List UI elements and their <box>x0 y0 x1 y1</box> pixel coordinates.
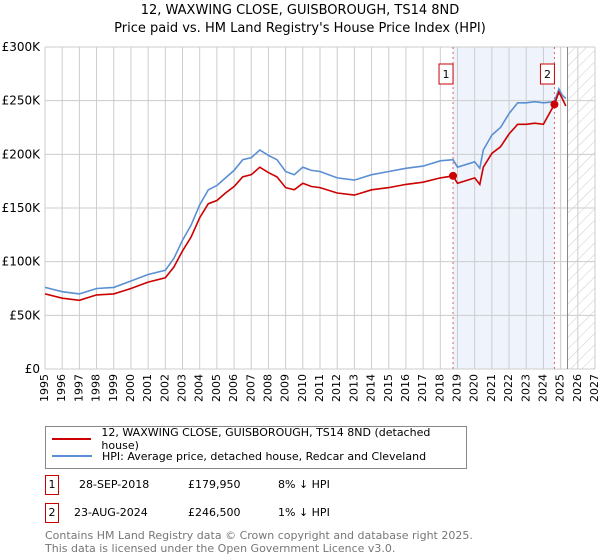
x-tick-label: 2010 <box>296 374 309 402</box>
transaction-hpi: 8% ↓ HPI <box>278 478 330 491</box>
sale-marker-box <box>438 63 454 85</box>
x-tick-label: 2004 <box>193 374 206 402</box>
hpi-line <box>44 86 567 295</box>
sale-point <box>550 100 559 109</box>
transaction-marker: 1 <box>45 475 59 495</box>
y-tick-label: £100K <box>2 255 42 269</box>
x-tick-label: 2017 <box>416 374 429 402</box>
x-tick-label: 2000 <box>124 374 137 402</box>
x-tick-label: 2027 <box>588 374 600 402</box>
x-tick-label: 2021 <box>485 374 498 402</box>
x-tick-label: 2018 <box>433 374 446 402</box>
x-tick-label: 2014 <box>365 374 378 402</box>
chart-title: 12, WAXWING CLOSE, GUISBOROUGH, TS14 8ND <box>140 3 460 18</box>
x-tick-label: 2019 <box>451 374 464 402</box>
sale-marker-label: 1 <box>443 68 450 81</box>
x-tick-label: 2026 <box>571 374 584 402</box>
transaction-date: 28-SEP-2018 <box>79 478 150 491</box>
x-tick-label: 2005 <box>210 374 223 402</box>
footer-copyright: Contains HM Land Registry data © Crown c… <box>45 529 473 542</box>
x-tick-label: 2023 <box>519 374 532 402</box>
x-tick-label: 1999 <box>107 374 120 402</box>
x-tick-label: 1998 <box>90 374 103 402</box>
x-tick-label: 2013 <box>347 374 360 402</box>
x-tick-label: 1996 <box>55 374 68 402</box>
legend-swatch-blue <box>52 455 92 457</box>
chart-subtitle: Price paid vs. HM Land Registry's House … <box>114 21 486 36</box>
sale-marker-box <box>539 63 555 85</box>
x-tick-label: 2011 <box>313 374 326 402</box>
x-tick-label: 2022 <box>502 374 515 402</box>
y-tick-label: £200K <box>2 147 42 161</box>
price-chart: 1 2 1995 1996 1997 1998 1999 2000 2001 2002 2003 20… <box>2 40 600 402</box>
x-tick-label: 2015 <box>382 374 395 402</box>
legend-label: 12, WAXWING CLOSE, GUISBOROUGH, TS14 8ND… <box>101 426 431 452</box>
sale-point <box>449 171 458 180</box>
x-tick-label: 2025 <box>554 374 567 402</box>
footer: Contains HM Land Registry data © Crown c… <box>45 529 473 555</box>
transaction-hpi: 1% ↓ HPI <box>278 506 330 519</box>
transaction-price: £246,500 <box>188 506 241 519</box>
x-tick-label: 1995 <box>38 374 51 402</box>
transaction-row: 1 28-SEP-2018 £179,950 8% ↓ HPI <box>45 475 445 495</box>
transaction-marker: 2 <box>45 503 59 523</box>
transaction-price: £179,950 <box>188 478 241 491</box>
y-tick-label: £150K <box>2 201 42 215</box>
x-tick-label: 2024 <box>536 374 549 402</box>
legend-item-property: 12, WAXWING CLOSE, GUISBOROUGH, TS14 8ND… <box>52 426 466 452</box>
footer-licence: This data is licensed under the Open Gov… <box>45 542 396 555</box>
x-tick-label: 2009 <box>279 374 292 402</box>
y-tick-label: £250K <box>2 94 42 108</box>
x-tick-label: 2003 <box>176 374 189 402</box>
x-tick-label: 2016 <box>399 374 412 402</box>
x-tick-label: 2012 <box>330 374 343 402</box>
x-tick-label: 1997 <box>72 374 85 402</box>
transaction-row: 2 23-AUG-2024 £246,500 1% ↓ HPI <box>45 503 445 523</box>
x-tick-label: 2002 <box>158 374 171 402</box>
legend: 12, WAXWING CLOSE, GUISBOROUGH, TS14 8ND… <box>45 426 467 469</box>
sale-marker-label: 2 <box>544 68 551 81</box>
x-tick-label: 2007 <box>244 374 257 402</box>
x-tick-label: 2001 <box>141 374 154 402</box>
x-tick-label: 2020 <box>468 374 481 402</box>
x-tick-label: 2006 <box>227 374 240 402</box>
price-paid-line <box>44 90 567 302</box>
y-tick-label: £0 <box>25 362 40 376</box>
legend-swatch-red <box>52 438 92 440</box>
y-tick-label: £50K <box>9 308 41 322</box>
x-tick-label: 2008 <box>261 374 274 402</box>
y-tick-label: £300K <box>2 40 42 54</box>
legend-item-hpi: HPI: Average price, detached house, Redc… <box>52 448 426 464</box>
legend-label: HPI: Average price, detached house, Redc… <box>102 449 427 463</box>
transaction-date: 23-AUG-2024 <box>74 506 148 519</box>
